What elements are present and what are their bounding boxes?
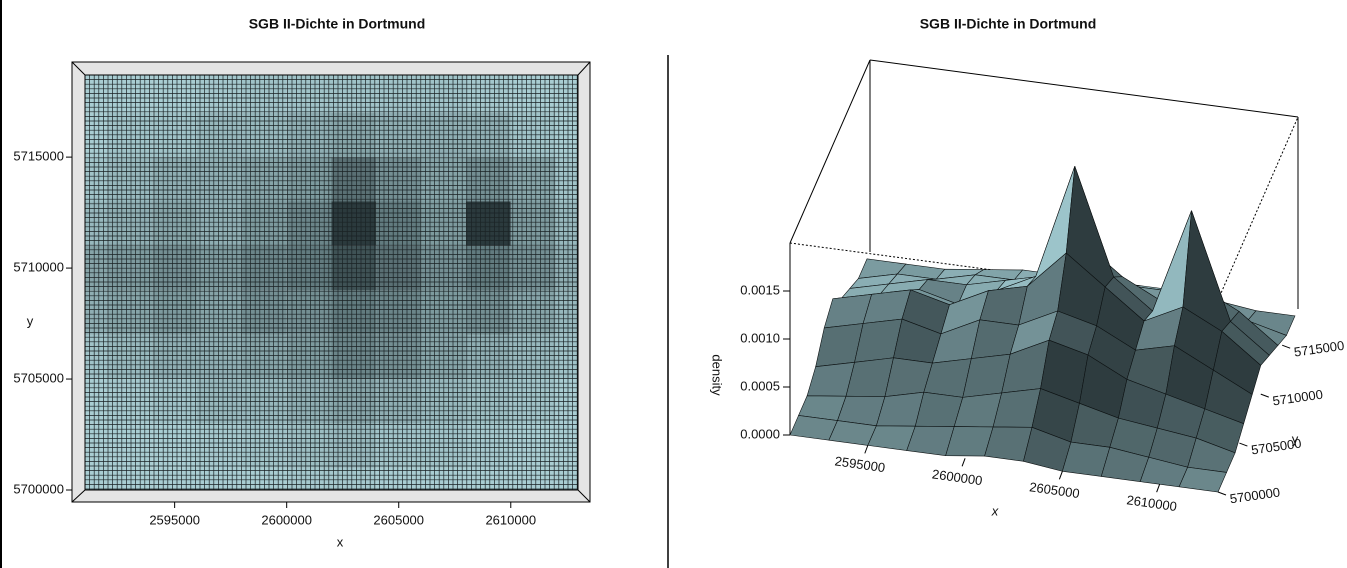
box-edge: [789, 59, 871, 244]
y-tick-label: 5710000: [13, 260, 64, 275]
x-tick: [1156, 484, 1161, 493]
y-tick: [1239, 442, 1248, 447]
x-tick-label: 2605000: [1028, 479, 1080, 501]
mesh-cell: [510, 290, 556, 335]
mesh-cell: [107, 379, 153, 424]
mesh-cell: [85, 201, 108, 246]
mesh-cell: [510, 423, 556, 468]
mesh-cell: [85, 379, 108, 424]
mesh-cell: [510, 75, 556, 113]
y-tick-label: 5705000: [13, 370, 64, 385]
mesh-cell: [286, 334, 332, 380]
y-tick: [1260, 393, 1269, 398]
x-tick-label: 2605000: [373, 512, 424, 527]
mesh-cell: [331, 75, 377, 113]
x-tick-label: 2610000: [485, 512, 536, 527]
mesh-cell: [331, 423, 377, 468]
mesh-cell: [152, 157, 198, 202]
mesh-cell: [376, 334, 422, 380]
mesh-cell: [331, 157, 377, 202]
x-tick-label: 2600000: [931, 466, 983, 488]
box-edge: [869, 59, 1299, 118]
y-tick: [1217, 491, 1227, 496]
y-axis-label: y: [27, 313, 34, 328]
mesh-cell: [510, 157, 556, 202]
mesh-cell: [197, 334, 242, 380]
y-tick-label: 5715000: [1293, 338, 1345, 360]
y-tick: [1281, 344, 1291, 349]
mesh-cell: [465, 379, 511, 424]
mesh-cell: [197, 467, 242, 490]
mesh-cell: [152, 290, 198, 335]
mesh-cell: [331, 379, 377, 424]
mesh-cell: [152, 201, 198, 246]
y-tick-label: 5705000: [1250, 436, 1302, 458]
z-tick-label: 0.0005: [740, 378, 780, 393]
mesh-cell: [107, 467, 153, 490]
mesh-cell: [85, 467, 108, 490]
mesh-cell: [152, 423, 198, 468]
x-axis-label: x: [337, 534, 344, 549]
mesh-cell: [152, 467, 198, 490]
y-tick-label: 5710000: [1272, 387, 1324, 409]
mesh-cell: [510, 201, 556, 246]
mesh-cell: [376, 379, 422, 424]
mesh-cell: [510, 379, 556, 424]
surface-patch: [1178, 466, 1227, 493]
x-tick-label: 2610000: [1126, 492, 1178, 514]
z-tick-label: 0.0015: [740, 282, 780, 297]
x-tick-label: 2595000: [149, 512, 200, 527]
right-title: SGB II-Dichte in Dortmund: [920, 16, 1097, 32]
x-axis-label: x: [991, 503, 999, 518]
bevel-corner: [577, 61, 591, 76]
mesh-cell: [107, 334, 153, 380]
mesh-cell: [152, 379, 198, 424]
mesh-cell: [152, 75, 198, 113]
x-tick: [961, 458, 966, 467]
z-tick-label: 0.0000: [740, 426, 780, 441]
mesh-cell: [197, 379, 242, 424]
mesh-cell: [85, 334, 108, 380]
z-tick-label: 0.0010: [740, 330, 780, 345]
y-axis-label: y: [1292, 431, 1299, 446]
mesh-cell: [465, 467, 511, 490]
mesh-cell: [286, 379, 332, 424]
z-axis-label: density: [710, 354, 725, 396]
mesh-cell: [152, 334, 198, 380]
plot-border: [84, 74, 579, 491]
y-tick-label: 5700000: [1229, 484, 1281, 506]
mesh-cell: [465, 334, 511, 380]
mesh-cell: [85, 157, 108, 202]
mesh-cell: [331, 201, 377, 246]
mesh-cell: [331, 290, 377, 335]
y-tick-label: 5700000: [13, 481, 64, 496]
bevel-corner: [577, 489, 591, 503]
mesh-cell: [286, 467, 332, 490]
x-tick-label: 2595000: [834, 453, 886, 475]
y-tick-label: 5715000: [13, 149, 64, 164]
bevel-corner: [71, 489, 86, 503]
mesh-cell: [376, 467, 422, 490]
box-edge: [1217, 116, 1299, 301]
bevel-corner: [71, 61, 86, 76]
x-tick: [864, 445, 869, 454]
x-tick: [1058, 471, 1063, 480]
left-title: SGB II-Dichte in Dortmund: [249, 16, 426, 32]
x-tick-label: 2600000: [261, 512, 312, 527]
